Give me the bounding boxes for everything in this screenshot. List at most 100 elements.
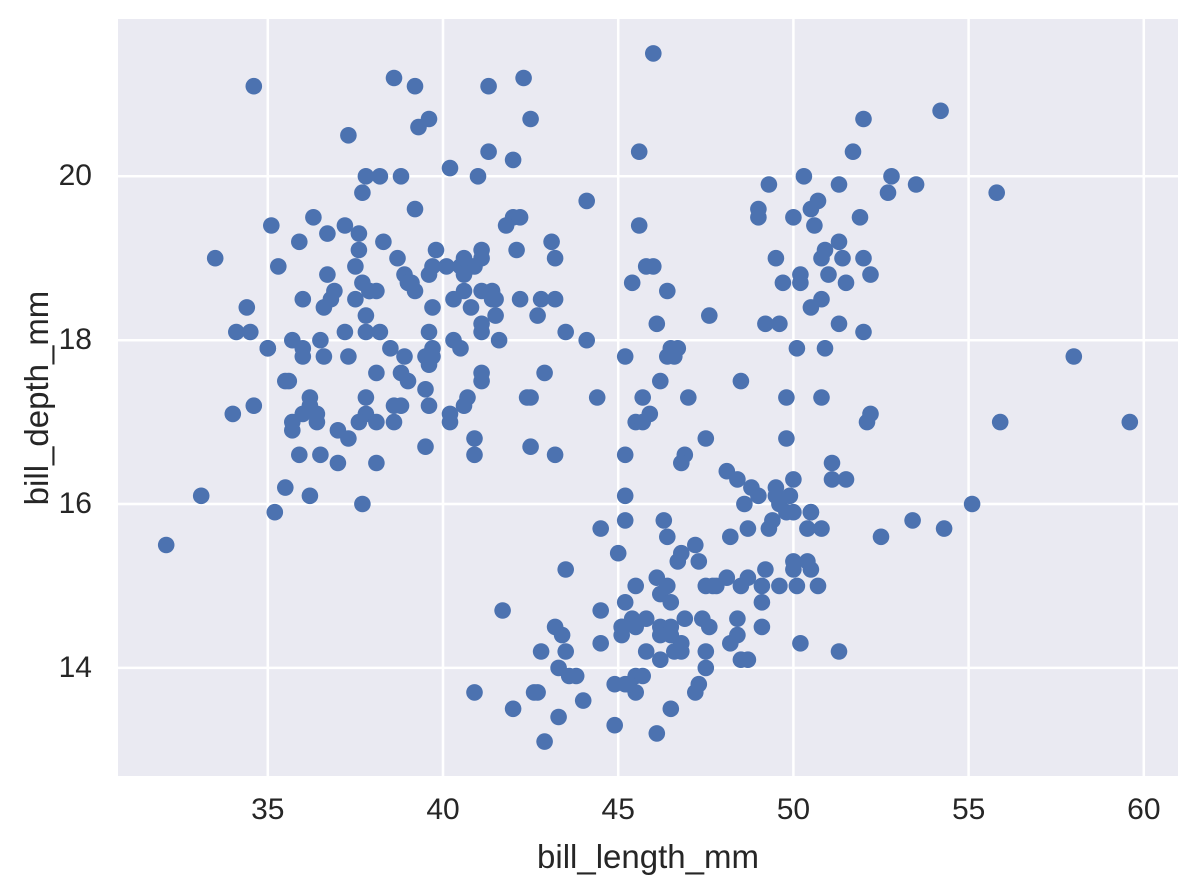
data-point xyxy=(809,192,827,210)
data-point xyxy=(466,430,483,447)
data-point xyxy=(368,454,385,472)
data-point xyxy=(385,397,403,415)
data-point xyxy=(830,176,848,193)
data-point xyxy=(466,684,483,701)
data-point xyxy=(522,389,539,406)
data-point xyxy=(371,323,389,341)
data-point xyxy=(837,274,855,292)
data-point xyxy=(687,536,704,554)
data-point xyxy=(319,266,336,283)
data-point xyxy=(417,438,434,456)
data-point xyxy=(757,315,774,333)
data-point xyxy=(245,397,263,415)
data-point xyxy=(729,610,746,627)
data-point xyxy=(522,110,539,128)
data-point xyxy=(354,184,371,201)
data-point xyxy=(830,315,848,333)
data-point xyxy=(473,372,490,390)
data-point xyxy=(785,553,802,570)
data-point xyxy=(280,372,298,390)
data-point xyxy=(652,626,669,644)
data-point xyxy=(630,217,648,234)
data-point xyxy=(494,602,511,619)
data-point xyxy=(788,577,806,595)
data-point xyxy=(904,512,921,529)
x-tick-label: 60 xyxy=(1127,793,1161,826)
data-point xyxy=(340,127,357,144)
data-point xyxy=(420,397,438,415)
data-point xyxy=(574,692,592,709)
data-point xyxy=(872,528,890,546)
data-point xyxy=(385,69,403,87)
data-point xyxy=(553,626,571,644)
data-point xyxy=(991,413,1009,431)
data-point xyxy=(820,266,837,283)
data-point xyxy=(630,143,648,160)
data-point xyxy=(567,667,585,685)
data-point xyxy=(616,348,634,365)
y-axis-label: bill_depth_mm xyxy=(18,290,55,506)
data-point xyxy=(357,168,375,185)
y-tick-label: 20 xyxy=(58,159,92,193)
data-point xyxy=(504,700,522,718)
y-tick-label: 16 xyxy=(58,487,92,520)
data-point xyxy=(382,340,399,357)
data-point xyxy=(732,651,750,668)
data-point xyxy=(284,331,301,349)
data-point xyxy=(652,651,669,668)
data-point xyxy=(648,725,666,742)
data-point xyxy=(291,233,308,251)
data-point xyxy=(764,512,781,529)
data-point xyxy=(855,110,872,128)
data-point xyxy=(546,290,564,308)
data-point xyxy=(606,716,623,734)
data-point xyxy=(480,77,497,95)
data-point xyxy=(511,209,529,226)
data-point xyxy=(802,503,820,521)
data-point xyxy=(529,684,546,701)
data-point xyxy=(557,643,574,660)
data-point xyxy=(263,217,280,234)
data-point xyxy=(809,577,827,595)
data-point xyxy=(301,487,319,505)
data-point xyxy=(802,561,820,578)
data-point xyxy=(441,405,459,423)
data-point xyxy=(673,544,690,562)
data-point xyxy=(806,217,823,234)
data-point xyxy=(536,364,553,382)
data-point xyxy=(778,503,795,521)
data-point xyxy=(473,323,490,341)
data-point xyxy=(350,413,368,431)
data-point xyxy=(813,249,830,267)
data-point xyxy=(862,266,879,283)
data-point xyxy=(357,323,375,341)
data-point xyxy=(578,192,595,210)
data-point xyxy=(578,331,595,349)
data-point xyxy=(392,364,410,382)
data-point xyxy=(259,340,277,357)
data-point xyxy=(736,495,753,513)
data-point xyxy=(357,389,375,406)
data-point xyxy=(245,77,263,95)
data-point xyxy=(655,512,673,529)
data-point xyxy=(375,233,392,251)
data-point xyxy=(157,536,175,554)
x-axis-label: bill_length_mm xyxy=(537,838,759,875)
data-point xyxy=(469,168,487,185)
data-point xyxy=(637,643,655,660)
data-point xyxy=(785,471,802,488)
data-point xyxy=(508,241,525,259)
data-point xyxy=(515,69,532,87)
data-point xyxy=(627,618,644,636)
data-point xyxy=(732,577,750,595)
data-point xyxy=(816,340,834,357)
data-point xyxy=(368,413,385,431)
data-point xyxy=(729,626,746,644)
data-point xyxy=(634,667,651,685)
data-point xyxy=(792,274,809,292)
data-point xyxy=(224,405,242,423)
data-point xyxy=(371,168,389,185)
data-point xyxy=(690,553,708,570)
data-point xyxy=(697,659,715,677)
data-point xyxy=(883,168,900,185)
